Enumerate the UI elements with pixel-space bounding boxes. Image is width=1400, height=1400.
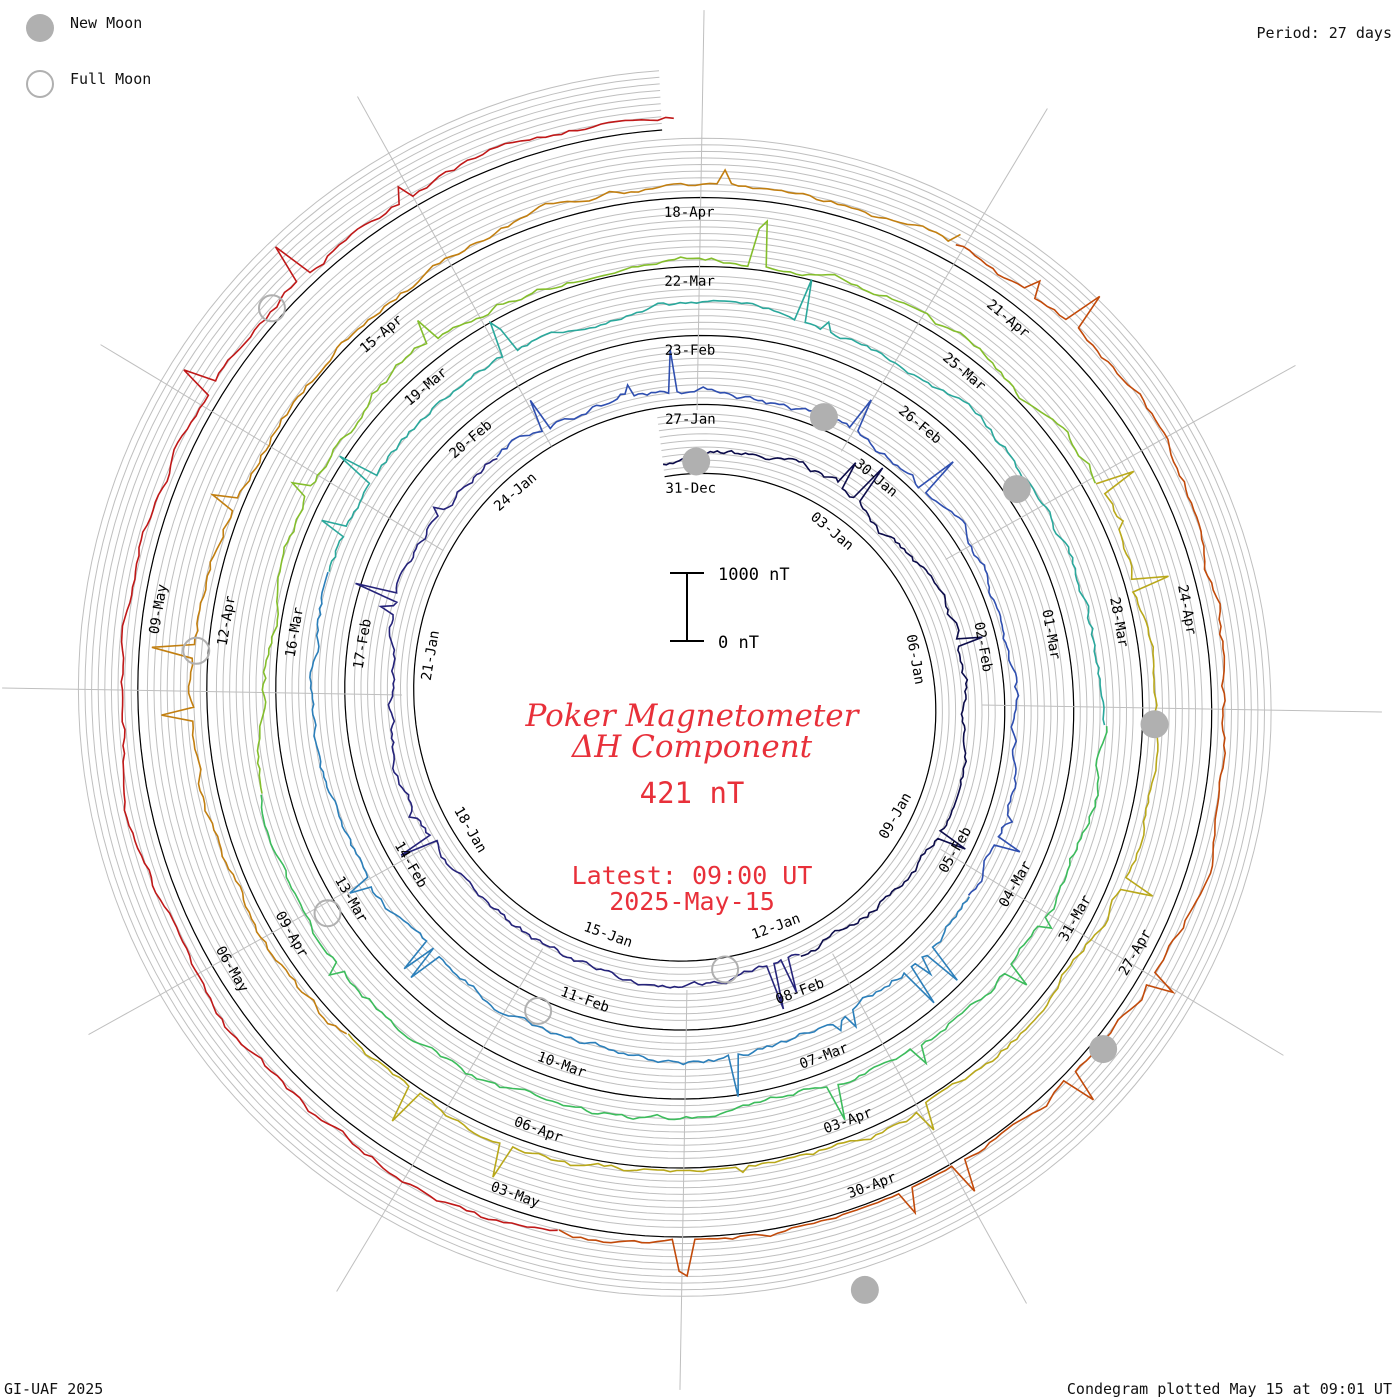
new-moon-marker <box>809 403 838 432</box>
new-moon-marker <box>850 1275 879 1304</box>
grid-ring <box>124 116 1226 1251</box>
dh-series-segment <box>309 571 970 1097</box>
grid-ring <box>84 76 1266 1291</box>
date-tick-label: 11-Feb <box>558 984 611 1016</box>
full-moon-marker <box>257 294 286 323</box>
grid-spoke <box>100 344 444 552</box>
chart-title-line2: ΔH Component <box>571 729 813 765</box>
grid-spoke <box>679 989 688 1390</box>
new-moon-marker <box>1089 1035 1118 1064</box>
scale-bottom-label: 0 nT <box>718 633 759 653</box>
date-tick-label: 27-Jan <box>665 412 716 428</box>
date-tick-label: 02-Feb <box>970 621 995 674</box>
grid-spoke <box>945 365 1296 560</box>
dh-series-segment <box>151 168 961 1035</box>
full-moon-marker <box>711 955 740 984</box>
chart-title-line1: Poker Magnetometer <box>525 698 861 734</box>
dh-series-segment <box>558 244 1227 1278</box>
date-tick-label: 31-Dec <box>665 481 716 497</box>
date-tick-label: 12-Apr <box>215 595 239 648</box>
dh-series-segment <box>260 726 1108 1121</box>
dh-series-segment <box>120 116 674 1232</box>
scale-top-label: 1000 nT <box>718 565 790 585</box>
date-tick-label: 10-Mar <box>535 1049 588 1081</box>
date-tick-label: 06-Jan <box>903 633 928 686</box>
new-moon-marker <box>682 447 711 476</box>
date-tick-label: 28-Mar <box>1106 596 1131 649</box>
grid-ring <box>77 70 1272 1297</box>
dh-series-segment <box>496 349 1021 896</box>
full-moon-legend-label: Full Moon <box>70 70 152 88</box>
grid-spoke <box>696 10 705 411</box>
date-tick-label: 26-Feb <box>895 403 944 448</box>
scale-bar: 1000 nT 0 nT <box>670 565 790 653</box>
grid-ring <box>130 122 1219 1245</box>
grid-ring <box>104 96 1246 1271</box>
date-tick-label: 09-Jan <box>876 790 915 842</box>
footer-credit: GI-UAF 2025 <box>4 1380 104 1398</box>
full-moon-marker <box>524 996 553 1025</box>
new-moon-marker <box>1140 710 1169 739</box>
dh-series-segment <box>355 457 800 1010</box>
latest-date: 2025-May-15 <box>609 887 775 916</box>
new-moon-legend-icon <box>26 14 54 42</box>
grid-ring <box>97 90 1252 1278</box>
grid-ring <box>91 83 1259 1284</box>
date-tick-label: 21-Apr <box>983 297 1032 342</box>
date-tick-label: 15-Apr <box>357 312 406 357</box>
date-tick-label: 22-Mar <box>664 274 715 290</box>
date-tick-label: 24-Apr <box>1174 583 1199 636</box>
full-moon-marker <box>313 899 342 928</box>
date-tick-label: 06-Apr <box>512 1114 565 1146</box>
dh-series-segment <box>321 279 1106 726</box>
date-tick-label: 03-Apr <box>822 1105 875 1138</box>
period-label: Period: 27 days <box>1256 24 1392 42</box>
footer-timestamp: Condegram plotted May 15 at 09:01 UT <box>1066 1380 1392 1398</box>
grid-layer <box>2 10 1382 1390</box>
dh-series-segment <box>256 219 1096 794</box>
date-tick-label: 16-Mar <box>283 606 307 659</box>
grid-spoke <box>88 840 439 1035</box>
date-tick-label: 03-May <box>489 1179 542 1211</box>
date-tick-label: 25-Mar <box>939 350 988 395</box>
grid-spoke <box>357 96 552 447</box>
grid-spoke <box>981 704 1382 713</box>
date-tick-label: 20-Feb <box>446 417 495 462</box>
latest-time: Latest: 09:00 UT <box>572 861 813 890</box>
grid-spoke <box>832 953 1027 1304</box>
date-tick-label: 17-Feb <box>351 618 375 671</box>
moon-layer <box>182 294 1169 1304</box>
full-moon-legend-icon <box>26 70 54 98</box>
series-layer <box>120 116 1227 1278</box>
grid-spoke <box>840 108 1048 452</box>
date-tick-label: 23-Feb <box>665 343 716 359</box>
grid-spoke <box>2 687 403 696</box>
current-value: 421 nT <box>640 776 745 810</box>
date-tick-label: 09-May <box>147 583 171 636</box>
date-tick-label: 03-Jan <box>807 509 856 554</box>
grid-spoke <box>336 948 544 1292</box>
dh-series-segment <box>662 449 983 958</box>
baseline-spiral <box>137 129 1213 1238</box>
date-tick-label: 27-Apr <box>1116 927 1155 979</box>
grid-spoke <box>940 848 1284 1056</box>
date-tick-label: 07-Mar <box>798 1040 851 1073</box>
grid-ring <box>110 103 1239 1264</box>
date-tick-label: 08-Feb <box>774 975 827 1008</box>
dh-series-segment <box>347 470 1169 1178</box>
grid-ring <box>117 109 1233 1258</box>
date-tick-label: 18-Apr <box>664 205 715 221</box>
date-tick-label: 19-Mar <box>402 365 451 410</box>
date-tick-label: 21-Jan <box>419 629 443 682</box>
date-tick-label: 24-Jan <box>491 470 540 515</box>
date-tick-label: 15-Jan <box>581 919 634 951</box>
date-tick-label: 01-Mar <box>1038 608 1063 661</box>
new-moon-legend-label: New Moon <box>70 14 143 32</box>
full-moon-marker <box>182 636 211 665</box>
new-moon-marker <box>1002 475 1031 504</box>
